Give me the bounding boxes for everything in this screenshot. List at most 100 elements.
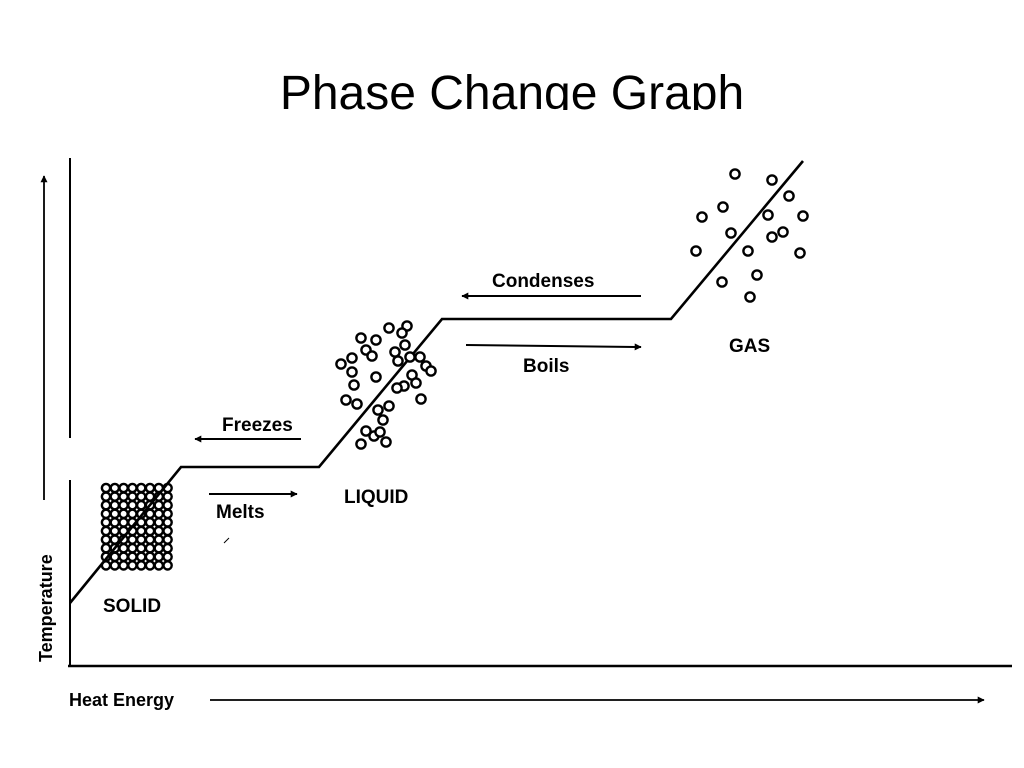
solid-molecule (118, 542, 129, 554)
solid-molecule (118, 560, 129, 571)
solid-molecule (162, 517, 173, 528)
liquid-molecule (340, 394, 352, 406)
liquid-molecule (370, 334, 382, 346)
solid-molecule (162, 499, 173, 511)
liquid-molecule (370, 371, 382, 383)
heating-curve (68, 160, 804, 604)
liquid-molecule (355, 438, 367, 450)
solid-molecule (162, 542, 173, 554)
solid-molecule (153, 499, 165, 511)
liquid-molecule (404, 351, 416, 363)
solid-molecule (127, 499, 138, 511)
solid-molecule (127, 491, 138, 502)
liquid-molecule (335, 358, 347, 370)
solid-molecule (144, 482, 156, 494)
liquid-molecules (335, 320, 437, 450)
solid-molecule (100, 542, 112, 554)
liquid-molecule (414, 351, 426, 363)
solid-molecule (162, 551, 173, 563)
liquid-molecule (399, 339, 411, 351)
solid-molecule (144, 560, 156, 571)
solid-molecule (127, 560, 138, 571)
liquid-molecule (380, 436, 392, 448)
liquid-label: LIQUID (344, 487, 408, 508)
liquid-molecule (346, 366, 358, 378)
liquid-molecule (355, 332, 367, 344)
solid-molecule (127, 534, 138, 545)
solid-molecule (100, 508, 112, 520)
liquid-molecule (389, 346, 401, 358)
solid-molecule (100, 534, 112, 545)
solid-molecule (118, 482, 129, 494)
gas-molecule (725, 227, 737, 239)
solid-molecule (127, 542, 138, 554)
solid-molecule (162, 560, 173, 571)
slide-title: Phase Change Graph (279, 67, 745, 110)
solid-molecule-lattice (100, 482, 173, 571)
solid-molecule (109, 491, 121, 502)
solid-label: SOLID (103, 596, 161, 617)
solid-molecule (127, 551, 138, 563)
gas-molecule (729, 168, 741, 180)
melts-label: Melts (216, 502, 265, 523)
liquid-molecule (425, 365, 437, 377)
solid-molecule (153, 551, 165, 563)
gas-molecules (690, 168, 809, 303)
solid-molecule (100, 525, 112, 537)
gas-molecule (717, 201, 729, 213)
solid-molecule (118, 551, 129, 563)
liquid-molecule (372, 404, 384, 416)
liquid-molecule (346, 352, 358, 364)
solid-molecule (109, 508, 121, 520)
solid-molecule (135, 560, 147, 571)
liquid-molecule (348, 379, 360, 391)
solid-molecule (144, 508, 156, 520)
gas-molecule (744, 291, 756, 303)
gas-molecule (783, 190, 795, 202)
x-axis-label: Heat Energy (69, 690, 174, 710)
solid-molecule (135, 551, 147, 563)
solid-molecule (153, 534, 165, 545)
liquid-molecule (360, 425, 372, 437)
scan-speck (223, 537, 230, 544)
solid-molecule (153, 560, 165, 571)
gas-label: GAS (729, 336, 770, 357)
solid-molecule (118, 491, 129, 502)
solid-molecule (109, 560, 121, 571)
solid-molecule (109, 525, 121, 537)
freezes-label: Freezes (222, 415, 293, 436)
solid-molecule (118, 508, 129, 520)
gas-molecule (690, 245, 702, 257)
solid-molecule (100, 499, 112, 511)
solid-molecule (144, 534, 156, 545)
liquid-molecule (351, 398, 363, 410)
solid-molecule (162, 525, 173, 537)
liquid-molecule (383, 400, 395, 412)
solid-molecule (144, 525, 156, 537)
solid-molecule (135, 525, 147, 537)
solid-molecule (144, 542, 156, 554)
solid-molecule (144, 517, 156, 528)
gas-molecule (777, 226, 789, 238)
solid-molecule (153, 525, 165, 537)
gas-molecule (751, 269, 763, 281)
liquid-molecule (366, 350, 378, 362)
solid-molecule (135, 491, 147, 502)
y-axis-label: Temperature (36, 554, 56, 662)
solid-molecule (153, 508, 165, 520)
gas-molecule (742, 245, 754, 257)
solid-molecule (135, 542, 147, 554)
solid-molecule (135, 482, 147, 494)
gas-molecule (766, 231, 778, 243)
solid-molecule (144, 551, 156, 563)
liquid-molecule (391, 382, 403, 394)
gas-molecule (762, 209, 774, 221)
gas-molecule (696, 211, 708, 223)
liquid-molecule (374, 426, 386, 438)
solid-molecule (127, 482, 138, 494)
solid-molecule (153, 517, 165, 528)
gas-molecule (794, 247, 806, 259)
liquid-molecule (383, 322, 395, 334)
